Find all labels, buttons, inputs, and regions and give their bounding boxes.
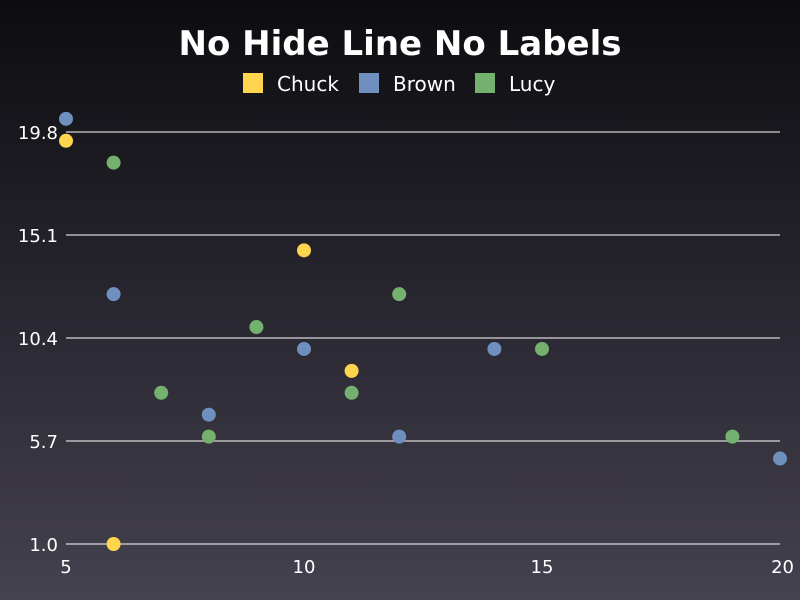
y-tick-label: 5.7 [29,432,58,453]
point-chuck [297,243,311,258]
point-brown [106,287,121,302]
legend-swatch-brown [359,73,379,93]
point-lucy [344,385,359,400]
legend-label-brown: Brown [393,72,456,96]
point-brown [297,341,311,356]
point-brown [487,341,502,356]
y-tick-label: 19.8 [18,123,58,144]
y-tick-label: 10.4 [18,329,58,350]
point-lucy [392,287,407,302]
y-tick-label: 15.1 [18,226,58,247]
point-chuck [106,537,121,551]
x-axis-ticks: 5 10 15 20 [60,557,794,578]
legend-label-lucy: Lucy [509,72,555,96]
x-tick-label: 10 [293,557,316,578]
point-chuck [344,363,359,378]
legend: Chuck Brown Lucy [243,72,555,96]
data-points [59,111,787,551]
legend-label-chuck: Chuck [277,72,339,96]
point-lucy [154,385,169,400]
point-brown [392,429,407,444]
y-tick-label: 1.0 [29,535,58,556]
point-lucy [106,155,121,170]
legend-swatch-chuck [243,73,263,93]
chart-title: No Hide Line No Labels [179,24,622,64]
x-tick-label: 15 [531,557,554,578]
point-brown [773,451,787,466]
point-brown [201,407,216,422]
x-tick-label: 20 [771,557,794,578]
x-tick-label: 5 [60,557,71,578]
point-lucy [725,429,740,444]
y-axis-ticks: 1.0 5.7 10.4 15.1 19.8 [18,123,58,556]
point-lucy [201,429,216,444]
point-lucy [535,341,549,356]
gridlines [66,131,780,545]
point-chuck [59,133,73,148]
legend-swatch-lucy [475,73,495,93]
point-brown [59,111,73,126]
point-lucy [249,320,264,335]
